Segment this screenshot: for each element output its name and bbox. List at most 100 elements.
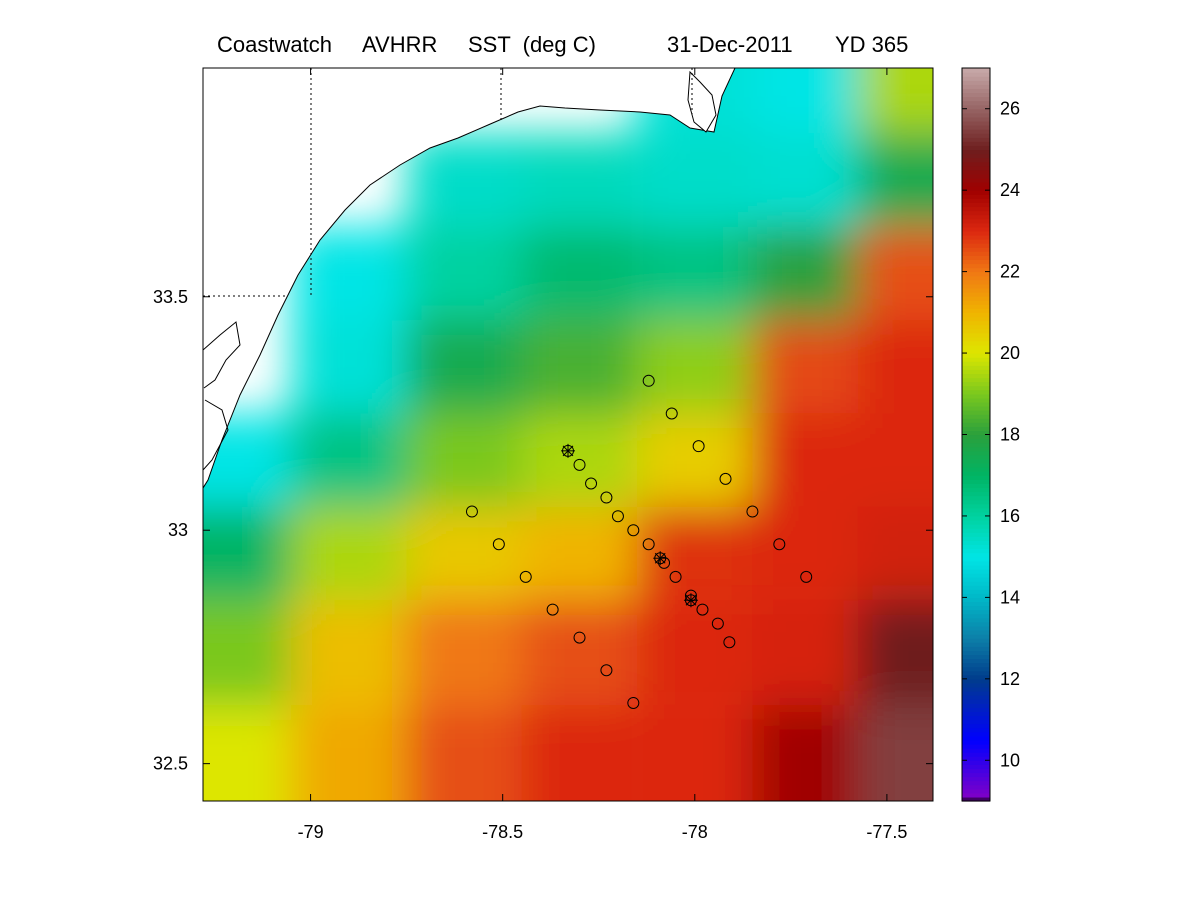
colorbar-segment <box>962 723 990 729</box>
sst-cell <box>203 705 292 801</box>
colorbar-segment <box>962 658 990 664</box>
colorbar-segment <box>962 96 990 102</box>
sst-plot-area <box>203 68 933 801</box>
y-tick-label: 32.5 <box>153 754 188 774</box>
colorbar-segment <box>962 625 990 631</box>
sst-cell <box>752 506 859 601</box>
colorbar-segment <box>962 214 990 220</box>
x-tick-label: -78 <box>682 822 708 842</box>
colorbar-segment <box>962 92 990 98</box>
colorbar-segment <box>962 336 990 342</box>
station-circle-marker <box>658 556 671 569</box>
y-tick-label: 33 <box>168 520 188 540</box>
colorbar-segment <box>962 84 990 89</box>
colorbar-segment <box>962 678 990 684</box>
colorbar-segment <box>962 670 990 676</box>
colorbar-segment <box>962 703 990 708</box>
colorbar-segment <box>962 515 990 521</box>
colorbar-segment <box>962 263 990 269</box>
colorbar-segment <box>962 593 990 598</box>
colorbar-segment <box>962 141 990 146</box>
colorbar-segment <box>962 283 990 289</box>
colorbar-segment <box>962 271 990 277</box>
sst-cell <box>858 226 933 321</box>
sst-cell <box>637 226 753 321</box>
station-circle-marker <box>665 407 678 420</box>
colorbar-segment <box>962 377 990 383</box>
colorbar-segment <box>962 108 990 114</box>
colorbar-segment <box>962 621 990 627</box>
sst-cell <box>291 506 407 601</box>
sst-cell <box>521 133 638 227</box>
sst-cell <box>858 600 933 706</box>
sst-cell <box>752 133 859 227</box>
colorbar-segment <box>962 405 990 411</box>
colorbar-segment <box>962 536 990 541</box>
colorbar-segment <box>962 279 990 285</box>
colorbar-segment <box>962 739 990 745</box>
colorbar-segment <box>962 752 990 757</box>
sst-cell <box>637 600 753 706</box>
sst-cell <box>752 68 859 134</box>
sst-cell <box>858 705 933 801</box>
colorbar-segment <box>962 230 990 236</box>
sst-cell <box>858 68 933 134</box>
colorbar-segment <box>962 267 990 273</box>
colorbar-segment <box>962 316 990 322</box>
plot-frame <box>202 67 934 802</box>
colorbar-segment <box>962 401 990 407</box>
colorbar-segment <box>962 344 990 350</box>
sst-cell <box>521 320 638 414</box>
y-tick-label: 33.5 <box>153 287 188 307</box>
sst-cell <box>406 506 522 601</box>
station-circle-marker <box>600 491 613 504</box>
colorbar-segment <box>962 711 990 717</box>
colorbar-tick-label: 12 <box>1000 669 1020 689</box>
colorbar-segment <box>962 206 990 212</box>
station-circle-marker <box>519 570 532 583</box>
station-markers <box>465 374 813 709</box>
colorbar-segment <box>962 222 990 228</box>
colorbar-segment <box>962 772 990 778</box>
colorbar-segment <box>962 251 990 256</box>
colorbar-segment <box>962 353 990 358</box>
colorbar-segment <box>962 764 990 770</box>
colorbar-segment <box>962 304 990 309</box>
colorbar-segment <box>962 568 990 574</box>
colorbar-segment <box>962 634 990 639</box>
colorbar-segment <box>962 430 990 436</box>
colorbar-segment <box>962 194 990 199</box>
colorbar-segment <box>962 100 990 106</box>
colorbar-segment <box>962 695 990 700</box>
sst-cell <box>521 600 638 706</box>
station-circle-marker <box>642 538 655 551</box>
colorbar-segment <box>962 373 990 379</box>
colorbar-segment <box>962 458 990 464</box>
colorbar-segment <box>962 792 990 798</box>
colorbar-segment <box>962 638 990 643</box>
colorbar-segment <box>962 438 990 444</box>
station-star-marker <box>683 593 698 608</box>
colorbar-segment <box>962 190 990 195</box>
colorbar-segment <box>962 149 990 155</box>
colorbar-segment <box>962 328 990 334</box>
colorbar-segment <box>962 137 990 142</box>
colorbar-segment <box>962 133 990 138</box>
colorbar-segment <box>962 613 990 619</box>
colorbar-segment <box>962 369 990 375</box>
sst-cell <box>858 413 933 507</box>
colorbar-segment <box>962 357 990 362</box>
coastline-inlet <box>203 321 241 471</box>
station-circle-marker <box>696 603 709 616</box>
sst-cell <box>291 320 407 414</box>
colorbar-segment <box>962 743 990 749</box>
colorbar-segment <box>962 312 990 318</box>
sst-cell <box>203 506 292 601</box>
colorbar-segment <box>962 161 990 167</box>
sst-cell <box>752 413 859 507</box>
colorbar-segment <box>962 116 990 122</box>
colorbar-segment <box>962 324 990 330</box>
colorbar-segment <box>962 72 990 77</box>
colorbar-segment <box>962 393 990 399</box>
colorbar-segment <box>962 308 990 313</box>
